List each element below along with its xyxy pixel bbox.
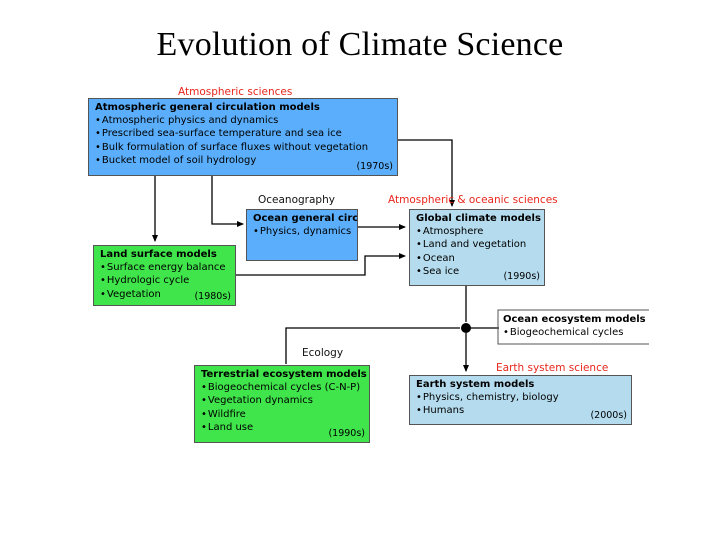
terrestrial-item: Wildfire: [201, 408, 364, 421]
earth-system-era: (2000s): [590, 409, 627, 421]
arrow-agcm-to-climate: [398, 139, 455, 207]
terrestrial-era: (1990s): [328, 427, 365, 439]
label-earth-system-science: Earth system science: [496, 362, 609, 374]
terrestrial-box: Terrestrial ecosystem models Biogeochemi…: [194, 365, 370, 443]
agcm-item: Prescribed sea-surface temperature and s…: [95, 127, 392, 140]
ocean-ecosystem-box: Ocean ecosystem models Biogeochemical cy…: [503, 313, 683, 339]
global-climate-item: Atmosphere: [416, 225, 539, 238]
land-surface-item: Surface energy balance: [100, 261, 230, 274]
global-climate-item: Ocean: [416, 252, 539, 265]
land-surface-item: Vegetation: [100, 288, 230, 301]
agcm-item: Bucket model of soil hydrology: [95, 154, 392, 167]
label-ecology: Ecology: [302, 347, 344, 359]
land-surface-box: Land surface models Surface energy balan…: [93, 245, 236, 306]
junction-dot: [461, 323, 471, 333]
agcm-era: (1970s): [356, 160, 393, 172]
ocean-gcm-box: Ocean general circulation models Physics…: [246, 209, 358, 261]
earth-system-box: Earth system models Physics, chemistry, …: [409, 375, 632, 425]
line-terrestrial-to-junction: [285, 327, 460, 364]
label-atm-ocean-sciences: Atmospheric & oceanic sciences: [388, 194, 558, 206]
ocean-ecosystem-heading: Ocean ecosystem models: [503, 314, 646, 325]
label-atmospheric-sciences: Atmospheric sciences: [178, 86, 293, 98]
global-climate-item: Land and vegetation: [416, 238, 539, 251]
land-surface-heading: Land surface models: [100, 249, 217, 260]
arrow-agcm-to-ocean: [211, 176, 244, 227]
arrow-land-to-climate: [236, 253, 406, 276]
earth-system-heading: Earth system models: [416, 379, 535, 390]
earth-system-item: Physics, chemistry, biology: [416, 391, 626, 404]
ocean-ecosystem-frame: [497, 309, 649, 345]
slide-title: Evolution of Climate Science: [156, 26, 564, 63]
global-climate-item: Sea ice: [416, 265, 539, 278]
global-climate-era: (1990s): [503, 270, 540, 282]
land-surface-era: (1980s): [194, 290, 231, 302]
terrestrial-item: Biogeochemical cycles (C-N-P): [201, 381, 364, 394]
global-climate-heading: Global climate models: [416, 213, 541, 224]
land-surface-item: Hydrologic cycle: [100, 274, 230, 287]
global-climate-box: Global climate models Atmosphere Land an…: [409, 209, 545, 286]
terrestrial-heading: Terrestrial ecosystem models: [201, 369, 367, 380]
terrestrial-item: Vegetation dynamics: [201, 394, 364, 407]
ocean-gcm-item: Physics, dynamics: [253, 225, 352, 238]
label-oceanography: Oceanography: [258, 194, 335, 206]
agcm-heading: Atmospheric general circulation models: [95, 102, 320, 113]
agcm-box: Atmospheric general circulation models A…: [88, 98, 398, 176]
agcm-item: Atmospheric physics and dynamics: [95, 114, 392, 127]
ocean-gcm-heading: Ocean general circulation models: [253, 213, 358, 224]
terrestrial-item: Land use: [201, 421, 364, 434]
ocean-ecosystem-item: Biogeochemical cycles: [503, 326, 683, 339]
agcm-item: Bulk formulation of surface fluxes witho…: [95, 141, 392, 154]
earth-system-item: Humans: [416, 404, 626, 417]
